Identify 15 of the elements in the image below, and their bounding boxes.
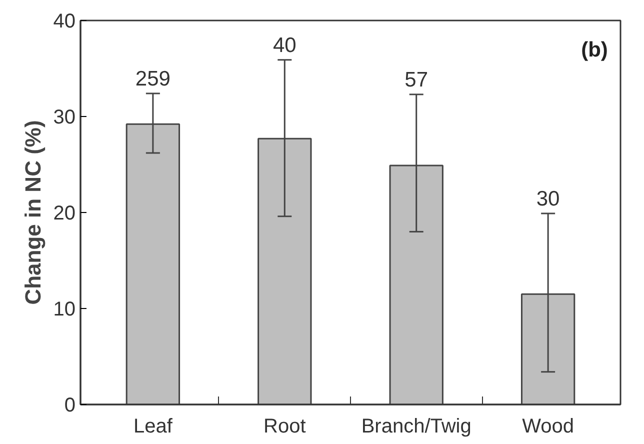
y-tick-label: 40: [53, 10, 76, 32]
annotation: (b): [581, 38, 608, 62]
x-tick-label: Root: [264, 416, 306, 438]
annotation: 30: [536, 187, 560, 210]
y-tick-label: 10: [53, 298, 76, 320]
x-tick-label: Branch/Twig: [361, 416, 472, 438]
y-tick-label: 0: [64, 394, 76, 416]
x-tick-label: Leaf: [133, 416, 173, 438]
y-tick-label: 30: [53, 106, 76, 128]
annotation: 40: [272, 34, 296, 57]
y-axis-title: Change in NC (%): [20, 120, 46, 305]
annotation: 259: [135, 67, 170, 90]
y-tick-label: 20: [53, 202, 76, 224]
annotation: 57: [404, 68, 428, 92]
x-tick-label: Wood: [522, 416, 574, 438]
